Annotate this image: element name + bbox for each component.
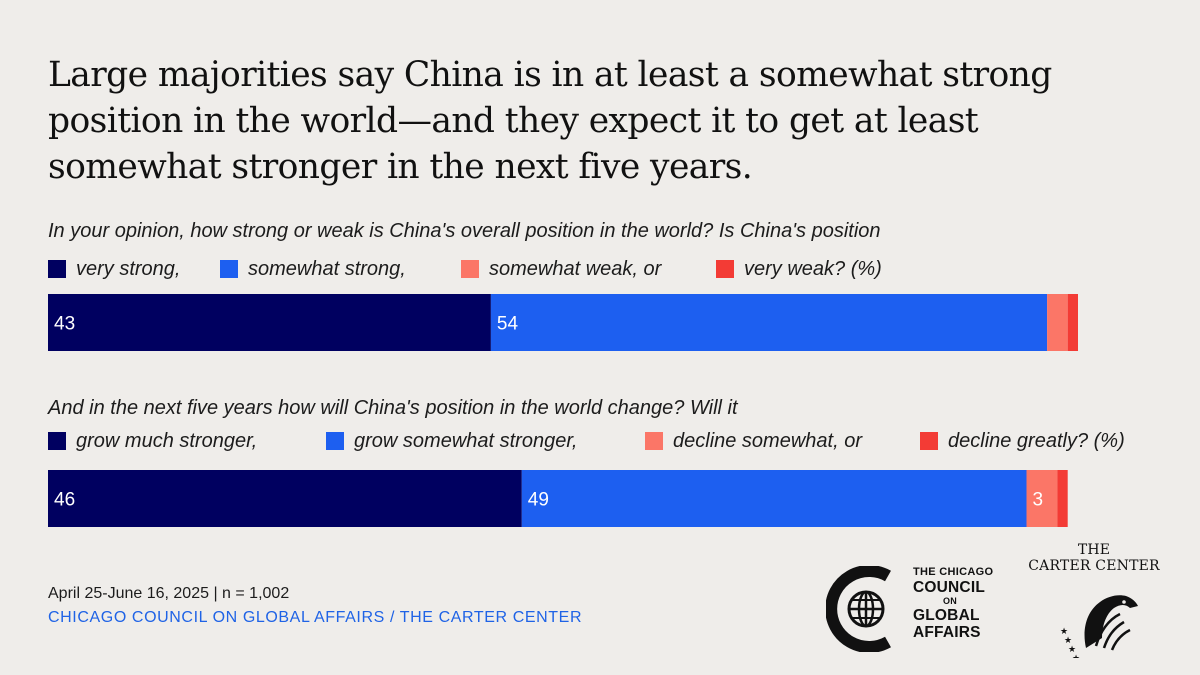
legend-swatch [48,260,66,278]
legend-swatch [920,432,938,450]
svg-text:★: ★ [1068,644,1076,654]
logo-text: GLOBAL [913,607,980,624]
legend-label: grow much stronger, [76,430,258,452]
data-label: 54 [497,314,519,335]
legend-label: grow somewhat stronger, [354,430,578,452]
logo-text: THE [1077,542,1111,558]
logo-text: AFFAIRS [913,624,981,641]
data-label: 49 [528,490,549,511]
svg-text:★: ★ [1072,653,1080,658]
eagle-icon: ★ ★ ★ ★ [1060,595,1138,658]
source-line: CHICAGO COUNCIL ON GLOBAL AFFAIRS / THE … [48,609,583,626]
carter-center-logo: THE CARTER CENTER ★ ★ ★ ★ [1024,540,1164,660]
stacked-bar-1: 43 54 [48,294,1078,351]
bar-segment-2 [490,294,1048,351]
data-label: 43 [54,314,75,335]
logo-text: CARTER CENTER [1028,558,1160,574]
chart-title: Large majorities say China is in at leas… [48,55,1052,187]
legend-swatch [461,260,479,278]
bar-segment-2 [521,470,1027,527]
bar-segment-1 [48,470,522,527]
svg-text:★: ★ [1060,626,1068,636]
globe-logo-icon [826,566,891,652]
legend-swatch [220,260,238,278]
legend-label: very strong, [76,258,181,280]
logo-text: COUNCIL [913,579,986,596]
bar-segment-3 [1026,470,1058,527]
legend-swatch [326,432,344,450]
bar-segment-4 [1067,294,1078,351]
bar-segment-3 [1047,294,1068,351]
legend-swatch [716,260,734,278]
legend-label: decline somewhat, or [673,430,862,452]
legend-swatch [48,432,66,450]
question-2: And in the next five years how will Chin… [48,397,738,419]
legend-label: decline greatly? (%) [948,430,1125,452]
chicago-council-logo: THE CHICAGO COUNCIL ON GLOBAL AFFAIRS [826,566,998,656]
logo-text: THE CHICAGO [913,566,994,578]
data-label: 3 [1033,490,1044,511]
svg-text:★: ★ [1064,635,1072,645]
stacked-bar-2: 46 49 3 [48,470,1068,527]
logo-text: ON [943,596,958,606]
legend-label: somewhat weak, or [489,258,662,280]
question-1: In your opinion, how strong or weak is C… [48,220,881,242]
bar-segment-4 [1057,470,1068,527]
legend-label: somewhat strong, [248,258,406,280]
legend-label: very weak? (%) [744,258,882,280]
data-label: 46 [54,490,75,511]
legend-swatch [645,432,663,450]
bar-segment-1 [48,294,491,351]
footnote: April 25-June 16, 2025 | n = 1,002 [48,585,290,602]
chicago-council-wordmark: THE CHICAGO COUNCIL ON GLOBAL AFFAIRS [913,566,993,641]
